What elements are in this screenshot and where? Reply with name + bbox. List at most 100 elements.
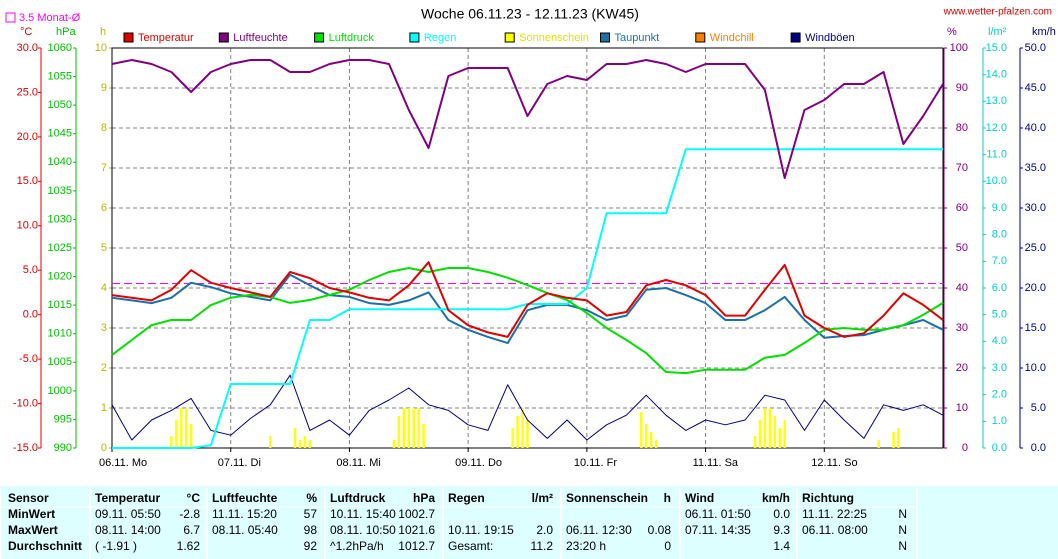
sunshine-bar xyxy=(402,408,406,448)
table-header: Luftdruck xyxy=(330,491,386,505)
y-tick-label: 0 xyxy=(962,442,968,454)
chart-title: Woche 06.11.23 - 12.11.23 (KW45) xyxy=(421,6,639,22)
y-tick-label: 5.0 xyxy=(992,309,1007,321)
sunshine-bar xyxy=(170,436,173,448)
table-cell: 0.0 xyxy=(773,507,790,521)
table-unit: km/h xyxy=(762,491,790,505)
table-cell: 57 xyxy=(304,507,318,521)
y-tick-label: 7 xyxy=(101,162,107,174)
legend-label: Luftdruck xyxy=(329,32,375,44)
y-tick-label: 1 xyxy=(101,402,107,414)
y-tick-label: 1010 xyxy=(48,328,72,340)
sunshine-bar xyxy=(897,428,900,448)
series-line xyxy=(111,267,944,375)
sunshine-bar xyxy=(526,420,529,448)
sunshine-bar xyxy=(417,408,420,448)
x-tick-label: 11.11. Sa xyxy=(693,457,739,469)
sunshine-bar xyxy=(521,408,524,448)
x-tick-label: 08.11. Mi xyxy=(336,457,380,469)
sunshine-bar xyxy=(778,428,781,448)
series-line xyxy=(111,261,944,338)
axis-unit: hPa xyxy=(56,26,76,38)
table-unit: °C xyxy=(187,491,201,505)
y-tick-label: 35.0 xyxy=(1025,162,1046,174)
sunshine-bar xyxy=(180,408,183,448)
table-unit: % xyxy=(306,491,317,505)
reference-label: 3.5 Monat-Ø xyxy=(19,12,81,24)
table-cell: 23:20 h xyxy=(566,539,606,553)
y-tick-label: 2 xyxy=(101,362,107,374)
table-cell: ^1.2hPa/h xyxy=(330,539,384,553)
table-cell: 2.0 xyxy=(536,523,553,537)
sunshine-bar xyxy=(758,420,762,448)
x-tick-label: 07.11. Di xyxy=(218,457,261,469)
sunshine-bar xyxy=(892,432,895,448)
y-tick-label: 5 xyxy=(101,242,107,254)
table-cell: 1021.6 xyxy=(398,523,435,537)
table-cell: 11.11. 15:20 xyxy=(212,507,277,521)
sunshine-bar xyxy=(397,416,401,448)
y-tick-label: 12.0 xyxy=(986,122,1007,134)
table-cell: 08.11. 05:40 xyxy=(212,523,278,537)
series-line xyxy=(111,374,944,441)
legend-label: Luftfeuchte xyxy=(233,32,287,44)
table-header: Sonnenschein xyxy=(566,491,648,505)
legend-swatch xyxy=(504,32,515,43)
sunshine-bar xyxy=(407,408,410,448)
sunshine-bar xyxy=(303,436,307,448)
table-header: Luftfeuchte xyxy=(212,491,278,505)
legend-label: Sonnenschein xyxy=(519,32,589,44)
sunshine-bar xyxy=(422,424,425,448)
y-tick-label: 9 xyxy=(101,82,107,94)
sunshine-bar xyxy=(768,408,772,448)
table-cell: 10.11. 15:40 xyxy=(330,507,396,521)
table-cell: N xyxy=(898,523,907,537)
table-cell: 08.11. 10:50 xyxy=(330,523,396,537)
table-cell: 08.11. 14:00 xyxy=(95,523,161,537)
table-cell: 11.2 xyxy=(531,539,554,553)
y-tick-label: 2.0 xyxy=(992,389,1007,401)
table-header: Wind xyxy=(685,491,714,505)
sunshine-bar xyxy=(308,440,312,448)
table-cell: 1.4 xyxy=(773,539,790,553)
y-tick-label: 30.0 xyxy=(17,42,38,54)
y-tick-label: 1005 xyxy=(48,356,72,368)
sunshine-bar xyxy=(298,440,302,448)
legend-swatch xyxy=(218,32,229,43)
series-line xyxy=(111,59,944,179)
sunshine-bar xyxy=(640,412,643,448)
sunshine-bar xyxy=(184,408,188,448)
y-tick-label: 80 xyxy=(956,122,968,134)
y-tick-label: 15.0 xyxy=(1025,322,1046,334)
legend-swatch xyxy=(314,32,325,43)
sunshine-bar xyxy=(516,416,519,448)
y-tick-label: -10.0 xyxy=(13,397,38,409)
y-tick-label: 45.0 xyxy=(1025,82,1046,94)
y-tick-label: 8 xyxy=(101,122,107,134)
y-tick-label: 14.0 xyxy=(986,69,1007,81)
y-tick-label: 40 xyxy=(956,282,968,294)
legend-swatch xyxy=(123,32,134,43)
y-tick-label: 20 xyxy=(956,362,968,374)
table-cell: Gesamt: xyxy=(448,539,493,553)
table-cell: 07.11. 14:35 xyxy=(685,523,751,537)
y-tick-label: 7.0 xyxy=(992,255,1007,267)
table-cell: 6.7 xyxy=(183,523,200,537)
table-unit: h xyxy=(664,491,671,505)
y-tick-label: 40.0 xyxy=(1025,122,1046,134)
sunshine-bar xyxy=(773,416,777,448)
legend-label: Regen xyxy=(424,32,456,44)
y-tick-label: 3 xyxy=(101,322,107,334)
y-tick-label: 1035 xyxy=(48,185,72,197)
y-tick-label: 1000 xyxy=(48,385,72,397)
table-cell: ( -1.91 ) xyxy=(95,539,137,553)
y-tick-label: 25.0 xyxy=(17,86,38,98)
y-tick-label: 0 xyxy=(101,442,107,454)
table-cell: 0.08 xyxy=(648,523,672,537)
table-cell: N xyxy=(898,539,907,553)
axis-unit: °C xyxy=(20,26,32,38)
sunshine-bar xyxy=(763,408,767,448)
y-tick-label: 60 xyxy=(956,202,968,214)
sunshine-bar xyxy=(511,428,514,448)
y-tick-label: 90 xyxy=(956,82,968,94)
